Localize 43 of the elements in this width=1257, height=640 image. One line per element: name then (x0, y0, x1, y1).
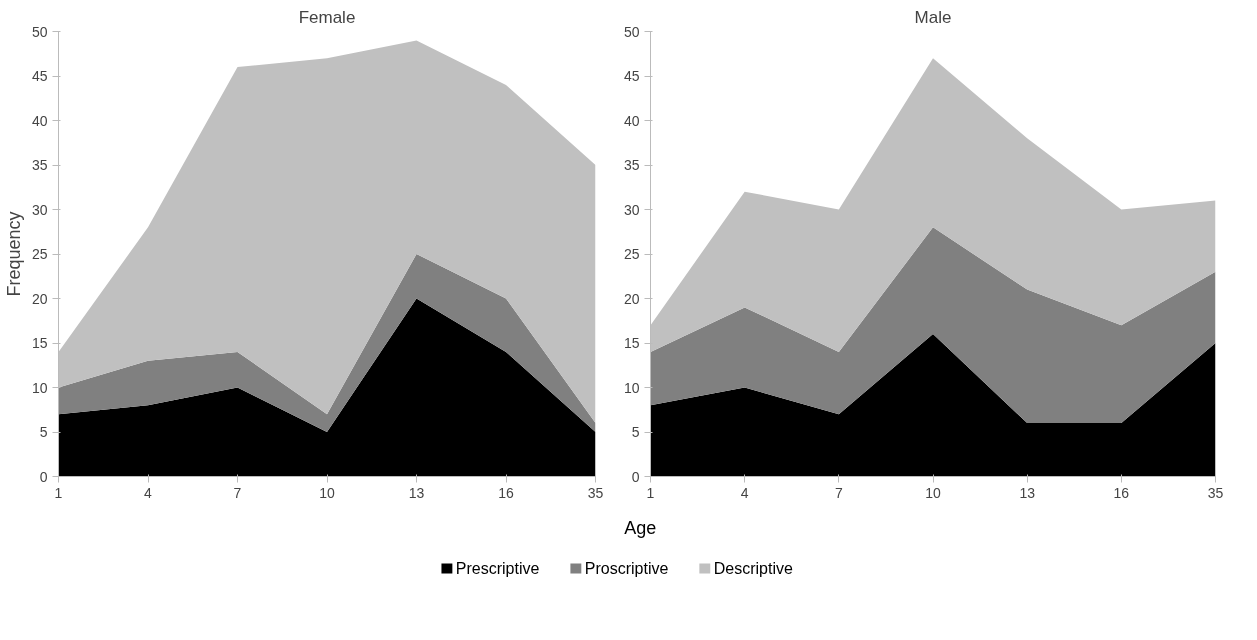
x-tick-label: 7 (834, 484, 843, 501)
y-tick-label: 15 (31, 335, 48, 351)
y-tick-label: 0 (39, 468, 48, 485)
x-tick-label: 10 (925, 484, 941, 501)
x-tick-label: 7 (233, 484, 242, 501)
legend-label: Descriptive (713, 560, 793, 577)
y-tick-label: 40 (31, 112, 48, 129)
x-tick-label: 16 (498, 484, 514, 501)
y-tick-label: 45 (31, 68, 48, 84)
x-tick-label: 35 (587, 484, 604, 501)
x-tick-label: 1 (54, 484, 63, 501)
y-axis-title: Frequency (3, 211, 24, 297)
y-tick-label: 20 (623, 290, 640, 307)
y-tick-label: 50 (623, 23, 640, 40)
y-tick-label: 25 (623, 246, 640, 262)
y-tick-label: 50 (31, 23, 48, 40)
chart-title: Male (914, 7, 952, 27)
y-tick-label: 5 (39, 424, 48, 440)
x-tick-label: 4 (740, 484, 749, 501)
y-tick-label: 10 (623, 379, 640, 396)
x-tick-label: 16 (1113, 484, 1130, 501)
x-tick-label: 35 (1207, 484, 1224, 501)
y-tick-label: 45 (623, 68, 640, 84)
y-tick-label: 35 (31, 157, 48, 173)
chart-title: Female (298, 7, 356, 27)
legend-label: Proscriptive (584, 560, 669, 577)
x-tick-label: 1 (646, 484, 655, 501)
y-tick-label: 0 (631, 468, 640, 485)
y-tick-label: 5 (631, 424, 640, 440)
x-tick-label: 10 (319, 484, 335, 501)
y-tick-label: 10 (31, 379, 48, 396)
y-tick-label: 35 (623, 157, 640, 173)
y-tick-label: 15 (623, 335, 640, 351)
x-tick-label: 4 (144, 484, 153, 501)
y-tick-label: 20 (31, 290, 48, 307)
x-axis-title: Age (624, 518, 657, 538)
x-tick-label: 13 (1019, 484, 1036, 501)
y-tick-label: 25 (31, 246, 48, 262)
y-tick-label: 30 (31, 201, 48, 218)
y-tick-label: 30 (623, 201, 640, 218)
x-tick-label: 13 (408, 484, 425, 501)
y-tick-label: 40 (623, 112, 640, 129)
legend-label: Prescriptive (455, 560, 540, 577)
